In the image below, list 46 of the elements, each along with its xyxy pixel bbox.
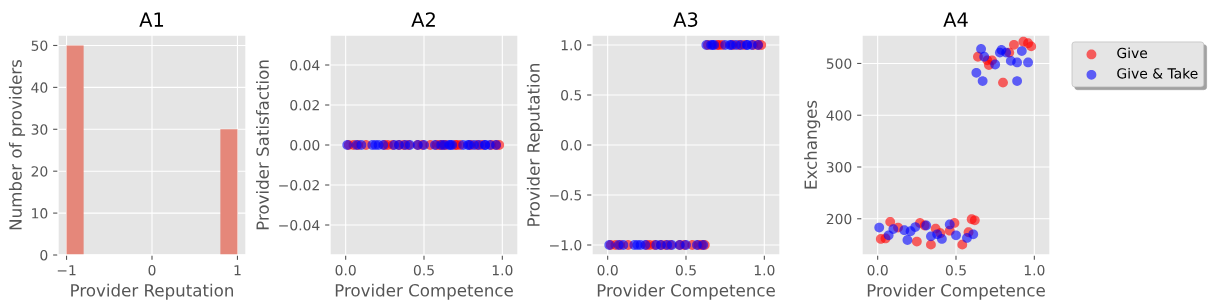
y-tick-label: 200 — [826, 213, 852, 225]
y-axis-title: Provider Reputation — [526, 64, 543, 226]
chart-title: A3 — [673, 12, 698, 27]
x-axis-title: Provider Competence — [335, 283, 513, 300]
x-axis-title: Provider Reputation — [71, 283, 233, 300]
x-tick-label: −1 — [57, 265, 76, 276]
x-tick-label: 0.0 — [597, 264, 618, 276]
x-axis-title: Provider Competence — [867, 283, 1045, 300]
x-tick-label: 0.5 — [413, 264, 434, 276]
y-tick-label: 400 — [826, 110, 852, 121]
y-axis-title: Number of providers — [8, 59, 26, 230]
y-tick-label: 500 — [826, 58, 852, 69]
x-tick-label: 0.0 — [867, 264, 888, 276]
y-tick-label: −0.5 — [550, 189, 582, 201]
x-tick-label: 0.0 — [335, 264, 356, 276]
y-tick-label: 0.0 — [561, 139, 582, 151]
y-tick-label: 0.02 — [290, 99, 319, 111]
y-tick-label: 20 — [31, 166, 48, 177]
x-tick-label: 0.5 — [945, 264, 966, 276]
y-tick-label: 0.00 — [290, 139, 320, 151]
x-tick-label: 1.0 — [754, 264, 775, 276]
x-tick-label: 0 — [148, 264, 156, 276]
y-tick-label: 30 — [31, 124, 48, 135]
y-tick-label: 10 — [32, 208, 48, 219]
y-tick-label: 50 — [31, 40, 48, 51]
x-axis-title: Provider Competence — [597, 283, 775, 300]
y-tick-label: 0 — [40, 249, 48, 261]
y-tick-label: 40 — [31, 82, 48, 93]
chart-title: A4 — [943, 12, 968, 27]
legend-label: Give — [1117, 47, 1148, 59]
y-axis-title: Provider Satisfaction — [256, 60, 269, 230]
y-tick-label: 0.04 — [290, 59, 320, 71]
y-tick-label: −1.0 — [550, 239, 582, 251]
y-tick-label: −0.04 — [279, 219, 320, 231]
y-tick-label: 0.5 — [561, 89, 582, 101]
x-tick-label: 1.0 — [1024, 264, 1045, 276]
y-tick-label: 1.0 — [561, 39, 582, 51]
y-tick-label: 300 — [826, 161, 852, 173]
chart-title: A1 — [139, 12, 164, 27]
x-tick-label: 1.0 — [492, 264, 513, 276]
y-tick-label: −0.02 — [279, 179, 319, 191]
legend-label: Give & Take — [1117, 67, 1198, 79]
y-axis-title: Exchanges — [804, 100, 821, 189]
chart-title: A2 — [411, 12, 435, 27]
x-tick-label: 0.5 — [675, 264, 696, 276]
x-tick-label: 1 — [234, 265, 241, 276]
